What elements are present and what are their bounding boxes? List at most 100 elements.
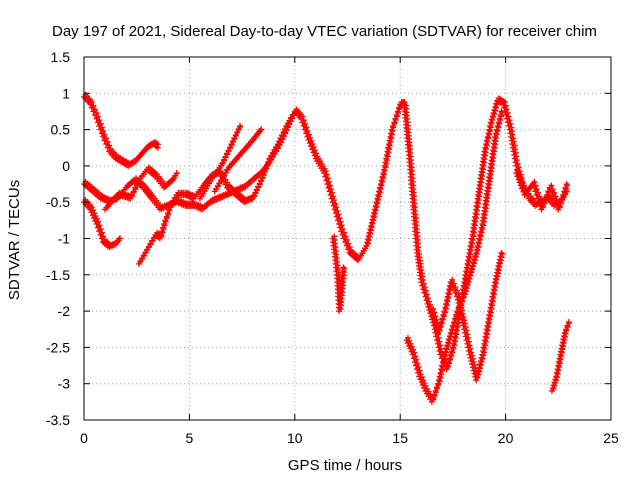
data-point: [91, 210, 98, 217]
y-tick-label: -2: [58, 303, 71, 319]
data-point: [532, 182, 539, 189]
axis-ticks: [83, 56, 612, 421]
data-point: [455, 291, 462, 298]
data-point: [520, 183, 527, 190]
data-point: [548, 182, 555, 189]
data-point: [406, 337, 413, 344]
y-tick-label: 0.5: [51, 122, 71, 138]
data-point: [466, 342, 473, 349]
data-point: [457, 297, 464, 304]
data-point: [329, 189, 336, 196]
data-point: [322, 167, 329, 174]
y-tick-label: 1.5: [51, 49, 71, 65]
data-point: [90, 102, 97, 109]
data-point: [103, 135, 110, 142]
x-tick-label: 15: [392, 430, 408, 446]
data-point: [415, 364, 422, 371]
data-point: [418, 374, 425, 381]
data-point: [422, 382, 429, 389]
data-point: [97, 120, 104, 127]
data-point: [98, 229, 105, 236]
data-point: [334, 207, 341, 214]
data-point: [430, 305, 437, 312]
data-point: [154, 144, 161, 151]
data-point: [307, 134, 314, 141]
data-point: [533, 186, 540, 193]
y-tick-label: -1.5: [46, 267, 70, 283]
data-point: [309, 141, 316, 148]
data-point: [421, 284, 428, 291]
data-point: [95, 218, 102, 225]
data-point: [549, 186, 556, 193]
data-point: [552, 193, 559, 200]
y-tick-label: 1: [62, 85, 70, 101]
data-point: [499, 251, 506, 258]
data-point: [505, 113, 512, 120]
data-point: [515, 171, 522, 178]
x-tick-label: 25: [603, 430, 619, 446]
data-point: [553, 197, 560, 204]
data-point: [502, 102, 509, 109]
data-point: [336, 215, 343, 222]
data-point: [514, 160, 521, 167]
data-point: [173, 170, 180, 177]
data-point: [104, 138, 111, 145]
data-point: [465, 338, 472, 345]
data-point: [338, 222, 345, 229]
data-point: [449, 276, 456, 283]
data-point: [422, 287, 429, 294]
data-point: [517, 174, 524, 181]
data-point: [100, 128, 107, 135]
data-point: [433, 316, 440, 323]
data-point: [435, 334, 442, 341]
data-point: [116, 235, 123, 242]
data-point: [503, 106, 510, 113]
data-point: [501, 99, 508, 106]
data-point: [308, 137, 315, 144]
data-point: [93, 215, 100, 222]
data-point: [425, 295, 432, 302]
data-point: [91, 106, 98, 113]
data-point: [88, 204, 95, 211]
data-point: [452, 284, 459, 291]
data-point: [515, 164, 522, 171]
data-point: [461, 317, 468, 324]
data-point: [498, 108, 505, 115]
data-point: [416, 367, 423, 374]
data-point: [461, 320, 468, 327]
data-point: [551, 189, 558, 196]
data-point: [463, 327, 470, 334]
data-point: [458, 304, 465, 311]
data-point: [421, 379, 428, 386]
data-point: [431, 309, 438, 316]
data-point: [335, 211, 342, 218]
x-tick-label: 5: [186, 430, 194, 446]
data-point: [565, 318, 572, 325]
data-point: [459, 310, 466, 317]
data-point: [563, 181, 570, 188]
data-point: [300, 117, 307, 124]
data-point: [93, 109, 100, 116]
data-point: [412, 353, 419, 360]
data-point: [304, 128, 311, 135]
data-point: [98, 124, 105, 131]
data-point: [96, 117, 103, 124]
data-point: [518, 177, 525, 184]
data-point: [506, 117, 513, 124]
data-point: [531, 178, 538, 185]
data-point: [535, 189, 542, 196]
y-tick-label: -3.5: [46, 412, 70, 428]
data-point: [432, 313, 439, 320]
data-point: [436, 338, 443, 345]
data-point: [426, 298, 433, 305]
data-point: [498, 250, 505, 257]
data-point: [420, 280, 427, 287]
x-tick-label: 10: [287, 430, 303, 446]
data-point: [332, 200, 339, 207]
data-point: [459, 307, 466, 314]
data-point: [100, 233, 107, 240]
data-point: [96, 222, 103, 229]
data-point: [313, 150, 320, 157]
data-point: [258, 126, 265, 133]
data-point: [311, 147, 318, 154]
